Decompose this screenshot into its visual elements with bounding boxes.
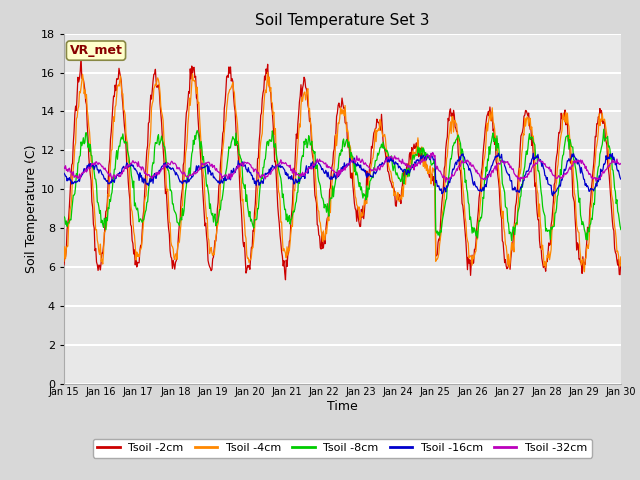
Title: Soil Temperature Set 3: Soil Temperature Set 3	[255, 13, 429, 28]
Text: VR_met: VR_met	[70, 44, 122, 57]
X-axis label: Time: Time	[327, 399, 358, 412]
Y-axis label: Soil Temperature (C): Soil Temperature (C)	[25, 144, 38, 273]
Legend: Tsoil -2cm, Tsoil -4cm, Tsoil -8cm, Tsoil -16cm, Tsoil -32cm: Tsoil -2cm, Tsoil -4cm, Tsoil -8cm, Tsoi…	[93, 439, 592, 457]
